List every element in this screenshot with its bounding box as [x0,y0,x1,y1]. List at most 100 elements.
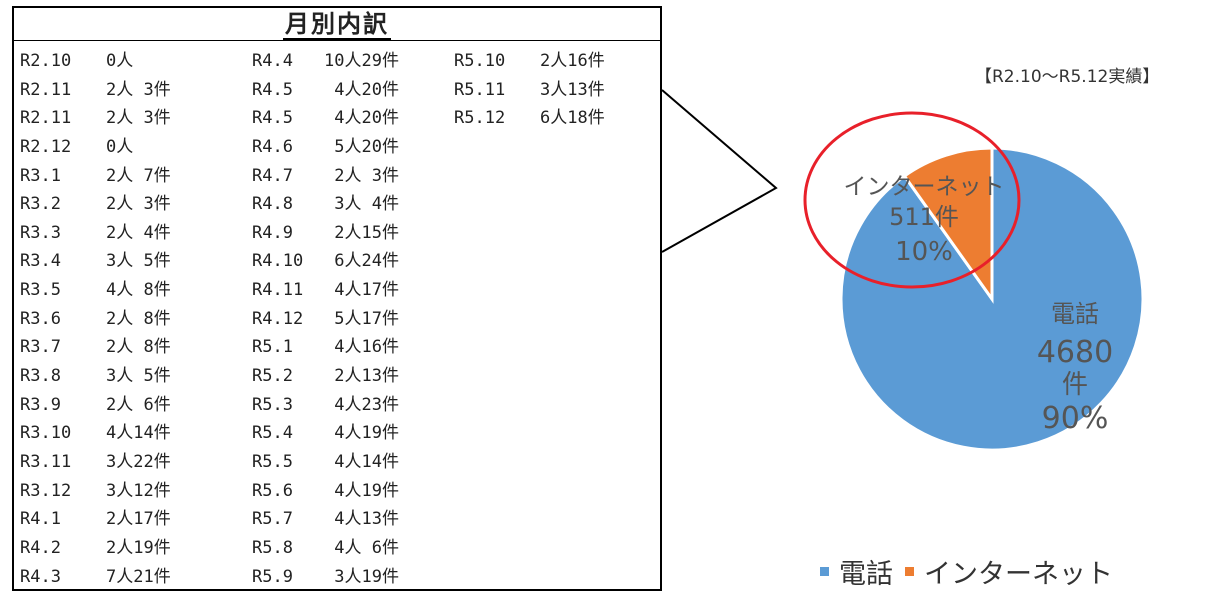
count-cell: 6人24件 [324,251,399,272]
month-cell: R3.5 [20,280,61,301]
count-cell: 4人20件 [324,79,399,100]
legend-label: インターネット [924,559,1113,590]
count-cell: 2人15件 [324,222,399,243]
month-cell: R3.10 [20,423,72,444]
internet-slice-count: 511件 [889,203,959,231]
table-title: 月別内訳 [283,10,391,40]
month-cell: R4.7 [252,165,293,186]
month-cell: R3.7 [20,337,61,358]
month-cell: R3.11 [20,451,72,472]
phone-slice-percent: 90% [1042,401,1109,436]
month-cell: R5.9 [252,566,293,587]
callout-arrow [661,89,778,253]
count-cell: 4人20件 [324,108,399,129]
count-cell: 7人21件 [106,566,171,587]
count-cell: 4人13件 [324,509,399,530]
count-cell: 2人 8件 [106,308,171,329]
month-cell: R4.1 [20,509,61,530]
month-cell: R4.5 [252,108,293,129]
month-cell: R4.3 [20,566,61,587]
count-cell: 3人 4件 [324,194,399,215]
count-cell: 2人 7件 [106,165,171,186]
count-cell: 4人19件 [324,423,399,444]
month-cell: R4.8 [252,194,293,215]
internet-slice-percent: 10% [895,237,953,267]
month-cell: R4.2 [20,537,61,558]
count-cell: 0人 [106,136,134,157]
month-cell: R3.4 [20,251,61,272]
month-cell: R4.4 [252,51,293,71]
month-cell: R5.11 [454,79,506,100]
month-cell: R5.1 [252,337,293,358]
month-cell: R5.6 [252,480,293,501]
count-cell: 2人 6件 [106,394,171,415]
count-cell: 3人19件 [324,566,399,587]
count-cell: 2人17件 [106,509,171,530]
count-cell: 10人29件 [324,51,399,71]
month-cell: R5.4 [252,423,293,444]
month-cell: R5.5 [252,451,293,472]
period-note: 【R2.10～R5.12実績】 [975,67,1160,87]
chart-legend: 電話 インターネット [820,552,1125,591]
month-cell: R4.11 [252,280,304,301]
count-cell: 4人16件 [324,337,399,358]
month-cell: R4.9 [252,222,293,243]
count-cell: 0人 [106,51,134,71]
month-cell: R3.12 [20,480,72,501]
count-cell: 6人18件 [540,108,605,129]
count-cell: 3人 5件 [106,251,171,272]
month-cell: R3.6 [20,308,61,329]
month-cell: R2.11 [20,79,72,100]
legend-label: 電話 [839,559,893,590]
count-cell: 5人17件 [324,308,399,329]
count-cell: 2人16件 [540,51,605,71]
legend-swatch [905,567,914,576]
count-cell: 3人 5件 [106,366,171,387]
month-cell: R4.10 [252,251,304,272]
phone-slice-count-unit: 件 [1062,370,1088,400]
month-cell: R4.6 [252,136,293,157]
month-cell: R2.10 [20,51,72,71]
month-cell: R5.7 [252,509,293,530]
count-cell: 3人13件 [540,79,605,100]
count-cell: 2人 3件 [106,194,171,215]
count-cell: 4人 6件 [324,537,399,558]
count-cell: 3人12件 [106,480,171,501]
count-cell: 3人22件 [106,451,171,472]
pie-slice-phone [839,146,1145,452]
count-cell: 4人14件 [106,423,171,444]
month-cell: R3.8 [20,366,61,387]
pie-slice-internet [902,146,994,304]
month-cell: R3.1 [20,165,61,186]
count-cell: 2人 3件 [324,165,399,186]
table-title-bar: 月別内訳 [14,8,660,41]
month-cell: R5.2 [252,366,293,387]
count-cell: 5人20件 [324,136,399,157]
phone-slice-count: 4680 [1037,335,1113,370]
internet-slice-name: インターネット [844,174,1005,200]
month-cell: R3.3 [20,222,61,243]
count-cell: 2人19件 [106,537,171,558]
count-cell: 4人23件 [324,394,399,415]
count-cell: 2人 8件 [106,337,171,358]
month-cell: R4.5 [252,79,293,100]
month-cell: R4.12 [252,308,304,329]
month-cell: R3.9 [20,394,61,415]
month-cell: R5.3 [252,394,293,415]
count-cell: 2人13件 [324,366,399,387]
month-cell: R5.12 [454,108,506,129]
count-cell: 4人17件 [324,280,399,301]
count-cell: 4人14件 [324,451,399,472]
highlight-ellipse [803,111,1021,289]
count-cell: 4人 8件 [106,280,171,301]
count-cell: 2人 3件 [106,79,171,100]
monthly-breakdown-table: 月別内訳 R2.10 0人 R2.11 2人 3件 R2.11 2人 3件 R2.12 0人 R… [12,6,662,591]
legend-entry: インターネット [905,552,1113,591]
month-cell: R2.12 [20,136,72,157]
count-cell: 4人19件 [324,480,399,501]
month-cell: R3.2 [20,194,61,215]
legend-swatch [820,567,829,576]
count-cell: 2人 4件 [106,222,171,243]
